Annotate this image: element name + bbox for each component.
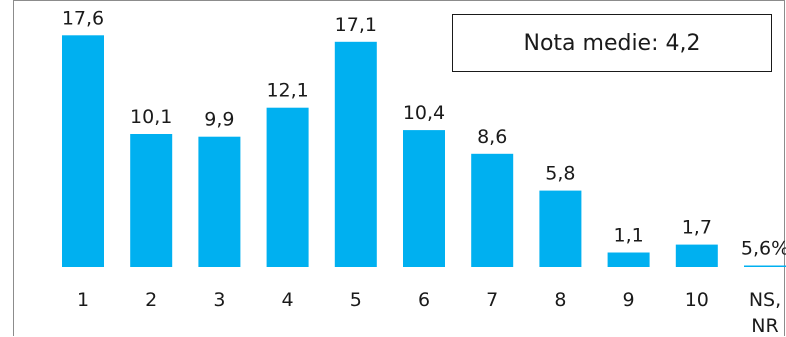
tick-label-5: 5 [350, 289, 362, 311]
data-label-8: 5,8 [545, 163, 575, 185]
bar-1 [62, 35, 104, 267]
average-score-box: Nota medie: 4,2 [452, 14, 772, 72]
bar-5 [334, 41, 377, 267]
tick-label-7: 7 [486, 289, 498, 311]
tick-label-6: 6 [418, 289, 430, 311]
tick-label-9: 9 [623, 289, 635, 311]
data-label-5: 17,1 [335, 14, 377, 36]
bar-2 [130, 134, 173, 267]
bar-10 [675, 244, 718, 267]
tick-label-3: 3 [213, 289, 225, 311]
data-label-10: 1,7 [682, 217, 712, 239]
bar-6 [403, 130, 445, 267]
data-label-7: 8,6 [477, 126, 507, 148]
average-score-text: Nota medie: 4,2 [523, 30, 701, 56]
data-label-4: 12,1 [266, 80, 308, 102]
data-label-11: 5,6% [741, 238, 786, 260]
data-label-9: 1,1 [613, 225, 643, 247]
bar-7 [471, 153, 514, 267]
tick-label-11: NS, NR [749, 289, 781, 337]
tick-label-8: 8 [554, 289, 566, 311]
bar-3 [198, 136, 241, 267]
data-label-1: 17,6 [62, 7, 104, 29]
data-label-6: 10,4 [403, 102, 445, 124]
data-label-2: 10,1 [130, 106, 172, 128]
bar-11 [744, 265, 786, 267]
tick-label-1: 1 [77, 289, 89, 311]
bar-4 [266, 107, 309, 267]
tick-label-4: 4 [282, 289, 294, 311]
bar-8 [539, 190, 582, 267]
chart-frame [13, 0, 785, 336]
bar-9 [607, 252, 650, 267]
data-label-3: 9,9 [204, 109, 234, 131]
tick-label-2: 2 [145, 289, 157, 311]
tick-label-10: 10 [685, 289, 709, 311]
